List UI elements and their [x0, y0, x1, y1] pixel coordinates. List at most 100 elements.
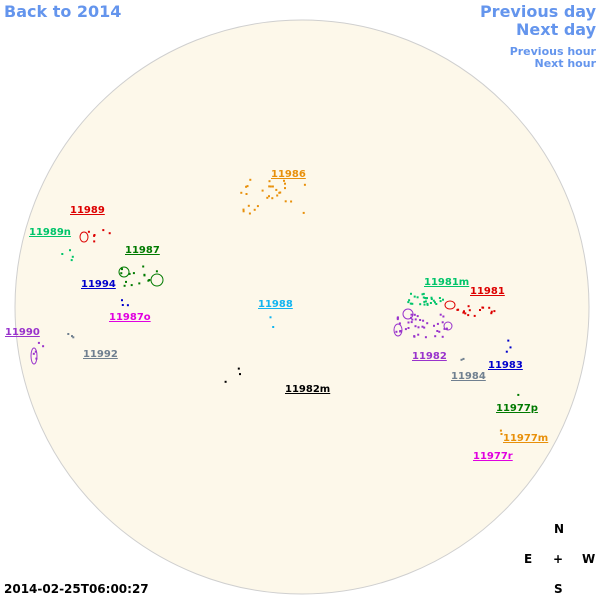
sunspot: [425, 297, 428, 300]
region-label[interactable]: 11987o: [109, 312, 151, 323]
sunspot: [416, 315, 419, 318]
sunspot: [126, 304, 129, 307]
sunspot: [442, 298, 444, 301]
sunspot: [414, 318, 417, 321]
region-label[interactable]: 11982: [412, 351, 447, 362]
sunspot: [441, 335, 444, 338]
sunspot: [417, 326, 420, 329]
next-hour-link[interactable]: Next hour: [534, 57, 597, 70]
sunspot: [432, 299, 435, 302]
region-label[interactable]: 11984: [451, 371, 486, 382]
region-label[interactable]: 11977m: [503, 433, 549, 444]
sunspot: [463, 310, 465, 313]
back-link[interactable]: Back to 2014: [4, 2, 122, 21]
sunspot: [34, 350, 37, 353]
region-label[interactable]: 11988: [258, 299, 293, 310]
sunspot: [467, 314, 470, 317]
sunspot: [224, 380, 227, 383]
sunspot: [434, 335, 437, 338]
sunspot: [424, 300, 427, 303]
sunspot: [507, 339, 510, 342]
region-label[interactable]: 11982m: [285, 384, 331, 395]
sunspot: [155, 270, 158, 273]
sunspot: [488, 306, 491, 309]
sunspot: [279, 191, 282, 194]
region-label[interactable]: 11987: [125, 245, 160, 256]
next-day-link[interactable]: Next day: [516, 20, 596, 39]
sunspot: [121, 299, 123, 302]
sunspot: [410, 313, 413, 316]
spot-outline: [118, 266, 130, 278]
sunspot: [509, 346, 512, 349]
sunspot: [269, 185, 272, 188]
region-label[interactable]: 11992: [83, 349, 118, 360]
region-label[interactable]: 11983: [488, 360, 523, 371]
previous-hour-link[interactable]: Previous hour: [509, 45, 596, 58]
sunspot: [42, 345, 45, 348]
sunspot: [67, 333, 70, 335]
region-label[interactable]: 11977p: [496, 403, 538, 414]
sunspot: [505, 350, 508, 353]
sunspot: [32, 352, 35, 355]
timestamp: 2014-02-25T06:00:27: [4, 582, 149, 596]
sunspot: [237, 367, 240, 370]
region-label[interactable]: 11986: [271, 169, 306, 180]
sunspot: [436, 330, 439, 332]
sunspot: [407, 301, 410, 304]
region-label[interactable]: 11981m: [424, 277, 470, 288]
sunspot: [87, 230, 90, 233]
sunspot: [421, 293, 424, 296]
sunspot: [500, 433, 503, 435]
sunspot: [430, 296, 433, 299]
region-label[interactable]: 11990: [5, 327, 40, 338]
sunspot: [413, 295, 416, 298]
sunspot: [256, 205, 259, 208]
sunspot: [421, 325, 424, 328]
region-label[interactable]: 11989: [70, 205, 105, 216]
sunspot: [266, 196, 269, 199]
sunspot: [422, 319, 425, 322]
sunspot: [121, 268, 123, 271]
sunspots: [30, 178, 520, 435]
sunspot: [438, 330, 441, 333]
sunspot: [242, 208, 245, 211]
sunspot: [102, 229, 105, 232]
sunspot: [248, 212, 251, 215]
sunspot: [123, 284, 126, 287]
sunspot: [246, 185, 249, 188]
region-label[interactable]: 11981: [470, 286, 505, 297]
sunspot: [128, 272, 131, 275]
sunspot: [407, 327, 410, 329]
previous-day-link[interactable]: Previous day: [479, 2, 596, 21]
sunspot: [61, 253, 64, 255]
compass-south: S: [554, 582, 563, 596]
sunspot: [93, 240, 96, 243]
sunspot: [423, 300, 426, 303]
sunspot: [284, 182, 286, 185]
sunspot: [120, 272, 123, 275]
sunspot: [143, 274, 146, 277]
sunspot: [396, 318, 399, 321]
sunspot: [130, 284, 133, 287]
sunspot: [132, 272, 135, 275]
sunspot: [268, 195, 270, 198]
region-label[interactable]: 11989n: [29, 227, 71, 238]
sunspot: [253, 208, 256, 211]
sunspot: [439, 313, 442, 316]
compass-north: N: [554, 522, 565, 536]
sunspot: [422, 292, 425, 295]
sunspot: [423, 326, 426, 329]
sunspot: [409, 302, 412, 305]
sunspot: [239, 373, 241, 376]
sunspot: [429, 302, 432, 304]
sunspot: [436, 322, 439, 325]
sunspot: [303, 183, 306, 186]
sunspot: [249, 178, 252, 181]
sunspot: [72, 336, 75, 339]
sunspot: [247, 204, 250, 207]
sunspot: [398, 322, 401, 325]
region-label[interactable]: 11977r: [473, 451, 513, 462]
region-label[interactable]: 11994: [81, 279, 116, 290]
